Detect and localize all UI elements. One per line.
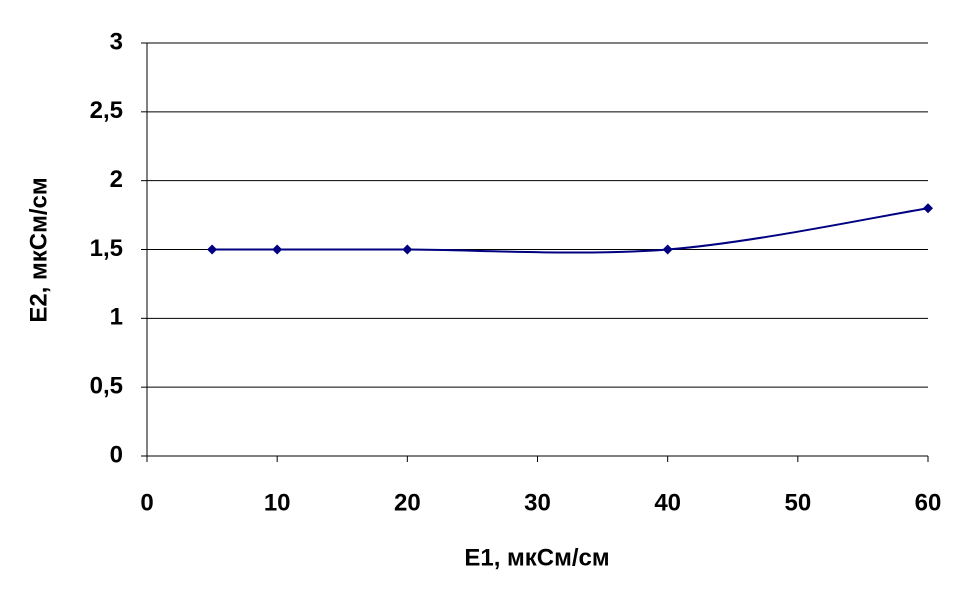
y-axis-label: E2, мкСм/см — [25, 177, 52, 322]
x-tick-label: 10 — [264, 489, 291, 516]
x-tick-label: 30 — [524, 489, 551, 516]
y-tick-label: 2,5 — [90, 97, 123, 124]
marker — [207, 244, 218, 255]
series-line — [212, 207, 929, 254]
y-tick-label: 1 — [110, 304, 123, 331]
x-tick-label: 40 — [654, 489, 681, 516]
x-tick-label: 0 — [140, 489, 153, 516]
y-tick-label: 1,5 — [90, 235, 123, 262]
x-axis-label: E1, мкСм/см — [464, 544, 609, 571]
y-tick-label: 0,5 — [90, 373, 123, 400]
marker — [402, 244, 413, 255]
y-tick-label: 0 — [110, 441, 123, 468]
marker — [662, 244, 673, 255]
y-tick-label: 3 — [110, 28, 123, 55]
marker — [272, 244, 283, 255]
marker — [923, 203, 933, 214]
x-tick-label: 20 — [394, 489, 421, 516]
y-tick-label: 2 — [110, 166, 123, 193]
x-tick-label: 60 — [915, 489, 942, 516]
x-tick-label: 50 — [784, 489, 811, 516]
